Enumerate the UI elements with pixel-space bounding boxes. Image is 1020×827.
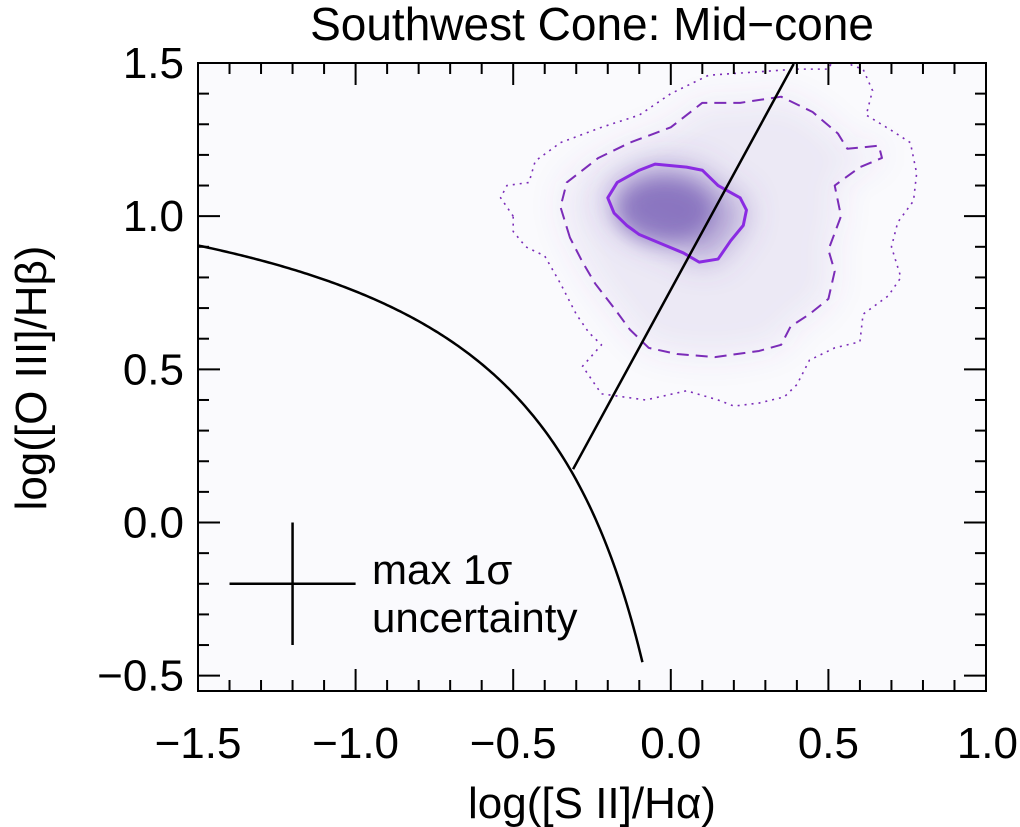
plot-frame <box>197 62 987 692</box>
density-peak <box>616 178 713 243</box>
contour-outer <box>499 63 918 407</box>
y-tick-label: 0.0 <box>123 499 184 548</box>
x-tick-label: −0.5 <box>470 719 557 768</box>
contour-layer <box>499 63 918 407</box>
plot-area <box>198 63 918 663</box>
x-axis-label: log([S II]/Hα) <box>468 779 716 827</box>
x-tick-label: −1.5 <box>155 719 242 768</box>
x-tick-label: 0.5 <box>798 719 859 768</box>
chart-title: Southwest Cone: Mid−cone <box>310 0 874 50</box>
error-bar <box>229 522 356 646</box>
x-tick-label: −1.0 <box>312 719 399 768</box>
density-map <box>560 96 882 358</box>
contour-inner <box>606 162 748 264</box>
x-tick-label: 0.0 <box>640 719 701 768</box>
y-tick-label: 1.0 <box>123 192 184 241</box>
x-tick-label: 1.0 <box>957 719 1018 768</box>
y-axis-label: log([O III]/Hβ) <box>7 246 56 511</box>
kewley-curve <box>198 244 644 663</box>
curve-layer <box>198 63 795 663</box>
x-tick-labels: −1.5 −1.0 −0.5 0.0 0.5 1.0 <box>155 719 1018 768</box>
y-tick-label: −0.5 <box>97 652 184 701</box>
y-tick-labels: −0.5 0.0 0.5 1.0 1.5 <box>97 39 184 701</box>
seyfert-liner-line <box>571 63 795 470</box>
contour-middle <box>559 95 883 359</box>
error-bar-label-line1: max 1σ <box>372 546 512 593</box>
error-bar-label-line2: uncertainty <box>372 594 577 641</box>
y-tick-label: 1.5 <box>123 39 184 88</box>
y-tick-label: 0.5 <box>123 345 184 394</box>
